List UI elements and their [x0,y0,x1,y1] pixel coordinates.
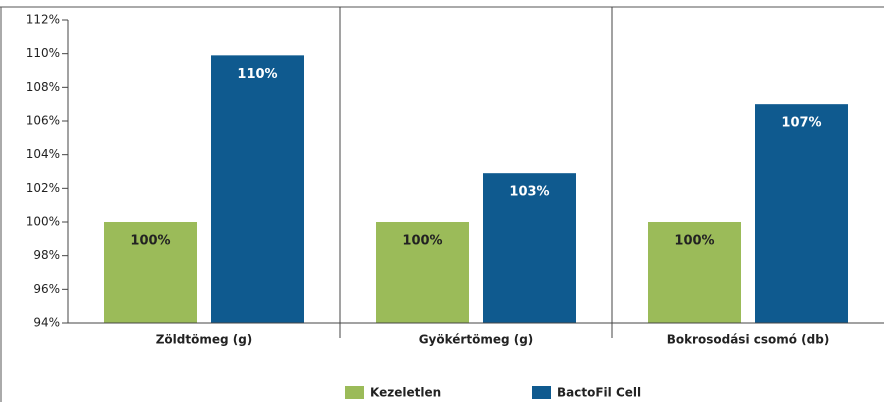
x-tick-label: Bokrosodási csomó (db) [667,333,830,347]
bar [755,104,848,324]
bar [648,222,741,323]
y-tick-label: 98% [33,248,60,262]
bar [104,222,197,323]
y-tick-label: 112% [26,13,60,27]
x-tick-label: Zöldtömeg (g) [156,333,253,347]
bar [376,222,469,323]
y-tick-label: 106% [26,114,60,128]
y-tick-label: 102% [26,181,60,195]
legend-swatch [345,386,364,399]
y-tick-label: 96% [33,282,60,296]
bar [483,173,576,323]
bar [211,55,304,323]
y-tick-label: 100% [26,215,60,229]
y-tick-label: 94% [33,316,60,330]
x-tick-label: Gyökértömeg (g) [419,333,534,347]
y-tick-label: 110% [26,46,60,60]
legend-label: BactoFil Cell [557,386,641,400]
y-tick-label: 104% [26,147,60,161]
y-tick-label: 108% [26,80,60,94]
legend-swatch [532,386,551,399]
value-label: 107% [781,116,821,131]
legend-label: Kezeletlen [370,386,441,400]
value-label: 103% [509,185,549,200]
value-label: 100% [130,234,170,249]
value-label: 100% [402,234,442,249]
value-label: 110% [237,67,277,82]
value-label: 100% [674,234,714,249]
